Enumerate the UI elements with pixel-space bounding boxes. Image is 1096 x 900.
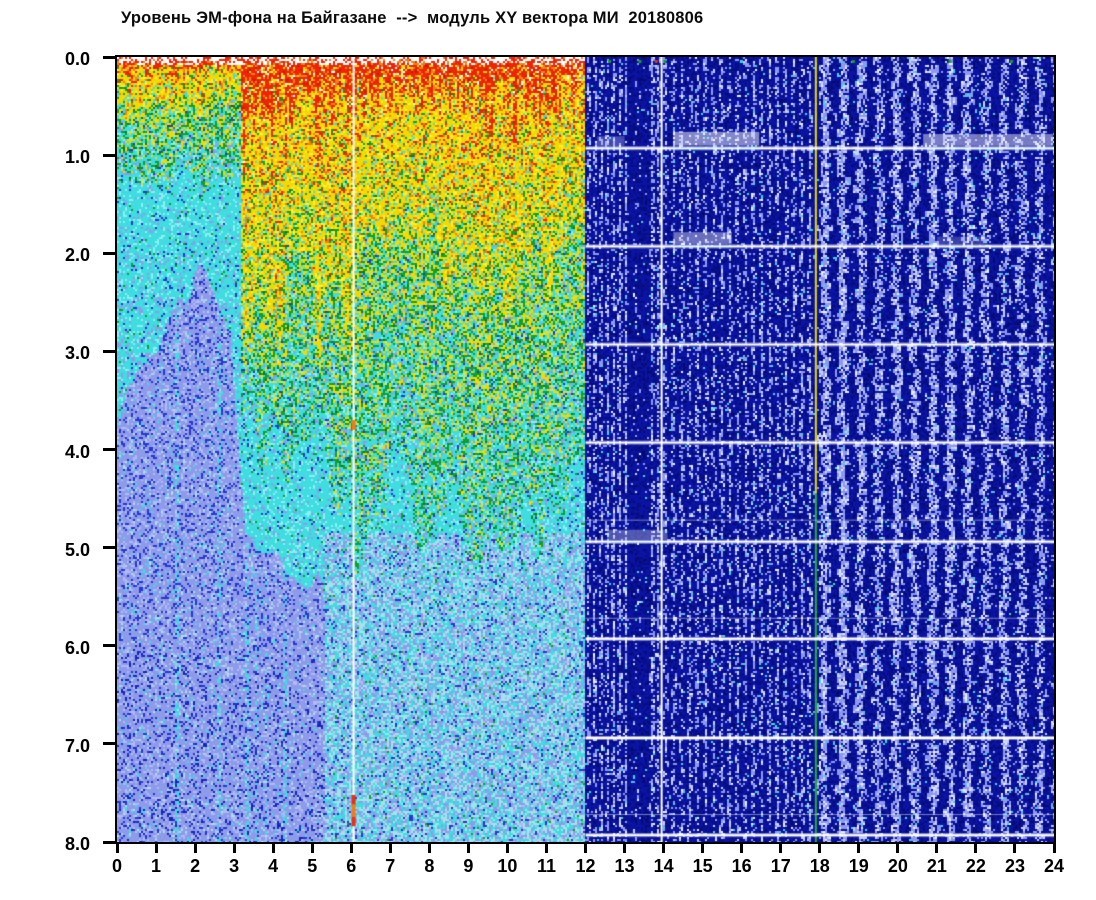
y-tick-label: 8.0	[64, 834, 90, 854]
y-tick-mark	[103, 644, 116, 648]
x-tick-mark	[935, 844, 939, 853]
y-tick-mark	[103, 251, 116, 255]
x-tick-label: 12	[575, 856, 596, 876]
x-tick-label: 5	[307, 856, 318, 876]
x-tick-label: 18	[809, 856, 830, 876]
x-tick-label: 15	[692, 856, 713, 876]
x-tick-label: 0	[111, 856, 122, 876]
y-tick-label: 1.0	[64, 147, 90, 168]
y-tick-mark	[103, 448, 116, 451]
x-tick-label: 9	[463, 856, 474, 876]
x-tick-mark	[701, 844, 705, 853]
x-tick-label: 4	[268, 856, 279, 876]
x-tick-mark	[1013, 844, 1017, 853]
x-tick-label: 1	[151, 856, 162, 876]
y-tick-label: 2.0	[64, 245, 90, 266]
x-tick-label: 14	[653, 856, 674, 876]
x-tick-mark	[1052, 844, 1056, 853]
x-tick-mark	[193, 844, 197, 853]
x-tick-label: 24	[1043, 856, 1065, 876]
x-tick-label: 8	[424, 856, 435, 876]
x-tick-mark	[974, 844, 978, 853]
y-tick-mark	[103, 546, 116, 550]
y-tick-label: 3.0	[64, 343, 90, 364]
x-tick-label: 20	[887, 856, 908, 876]
x-tick-mark	[154, 844, 158, 853]
x-tick-label: 21	[926, 856, 947, 876]
x-tick-mark	[115, 844, 119, 853]
x-tick-mark	[544, 844, 548, 853]
y-tick-label: 0.0	[64, 49, 90, 69]
x-tick-label: 13	[614, 856, 635, 876]
y-tick-label: 4.0	[64, 441, 90, 462]
x-tick-mark	[466, 844, 470, 853]
x-tick-mark	[310, 844, 314, 853]
y-tick-mark	[103, 349, 116, 353]
x-tick-label: 11	[536, 856, 556, 876]
x-tick-label: 6	[346, 856, 357, 876]
x-tick-label: 7	[385, 856, 396, 876]
y-tick-mark	[103, 55, 116, 59]
y-tick-label: 6.0	[64, 637, 90, 658]
y-tick-mark	[103, 742, 116, 746]
x-tick-label: 22	[965, 856, 986, 876]
y-tick-mark	[103, 840, 116, 844]
x-tick-label: 19	[848, 856, 869, 876]
x-tick-mark	[818, 844, 822, 853]
x-tick-mark	[896, 844, 900, 853]
x-tick-mark	[740, 844, 744, 853]
y-tick-label: 5.0	[64, 539, 90, 560]
x-tick-label: 3	[229, 856, 240, 876]
x-tick-mark	[388, 844, 392, 853]
x-tick-mark	[857, 844, 861, 853]
y-tick-mark	[103, 153, 116, 157]
x-tick-mark	[505, 844, 509, 853]
x-tick-mark	[427, 844, 431, 853]
spectrogram-canvas	[117, 57, 1054, 842]
x-tick-mark	[271, 844, 275, 853]
x-tick-mark	[349, 844, 353, 853]
x-tick-label: 10	[497, 856, 518, 876]
x-tick-label: 2	[190, 856, 201, 876]
x-tick-mark	[623, 844, 627, 853]
y-tick-label: 7.0	[64, 735, 90, 756]
x-tick-label: 16	[731, 856, 752, 876]
x-tick-label: 17	[770, 856, 791, 876]
x-tick-label: 23	[1004, 856, 1025, 876]
chart-title: Уровень ЭМ-фона на Байгазане --> модуль …	[121, 9, 704, 27]
plot-frame	[115, 55, 1056, 844]
x-tick-mark	[232, 844, 236, 853]
x-tick-mark	[662, 844, 666, 853]
x-tick-mark	[779, 844, 783, 853]
x-tick-mark	[584, 844, 587, 853]
